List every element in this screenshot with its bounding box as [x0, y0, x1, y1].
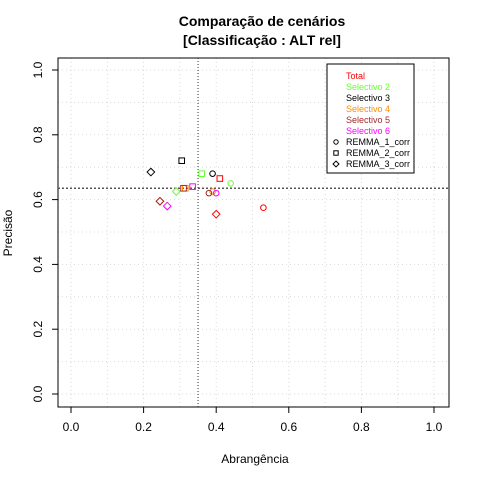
- x-tick-label: 1.0: [426, 420, 443, 434]
- legend-item-selectivo-2: Selectivo 2: [346, 82, 390, 92]
- point-total-square: [216, 175, 224, 182]
- point-total-circle: [260, 204, 267, 211]
- x-tick-label: 0.0: [63, 420, 80, 434]
- y-tick-label: 0.8: [31, 126, 45, 143]
- x-tick-label: 0.2: [135, 420, 152, 434]
- legend-item-selectivo-6: Selectivo 6: [346, 126, 390, 136]
- point-selectivo-6-diamond: [162, 201, 172, 211]
- legend-item-total: Total: [346, 71, 365, 81]
- data-points: [146, 157, 267, 219]
- point-selectivo-3-square: [178, 157, 186, 165]
- point-selectivo-2-square: [198, 170, 205, 177]
- x-tick-label: 0.6: [280, 420, 297, 434]
- point-total-diamond: [211, 209, 221, 219]
- point-selectivo-3-circle: [209, 170, 216, 177]
- legend-diamond-icon: [332, 160, 340, 168]
- point-selectivo-3-diamond: [146, 167, 156, 177]
- point-selectivo-2-diamond: [171, 187, 181, 196]
- y-tick-label: 0.2: [31, 321, 45, 338]
- chart-title: Comparação de cenários: [179, 13, 346, 29]
- y-tick-label: 0.6: [31, 191, 45, 208]
- legend-item-selectivo-4: Selectivo 4: [346, 104, 390, 114]
- y-axis-label: Precisão: [1, 209, 15, 256]
- point-selectivo-6-square: [189, 183, 196, 190]
- point-selectivo-6-circle: [212, 189, 220, 197]
- y-tick-label: 0.4: [31, 256, 45, 273]
- point-selectivo-5-square: [180, 184, 187, 192]
- point-selectivo-5-circle: [205, 189, 213, 197]
- chart-subtitle: [Classificação : ALT rel]: [183, 32, 341, 48]
- legend-circle-icon: [333, 139, 339, 145]
- point-selectivo-5-diamond: [155, 196, 165, 206]
- x-axis-label: Abrangência: [221, 452, 289, 466]
- legend-item-remma-1-corr: REMMA_1_corr: [346, 137, 410, 147]
- point-selectivo-4-diamond: [155, 196, 165, 206]
- legend-item-remma-2-corr: REMMA_2_corr: [346, 148, 410, 158]
- point-selectivo-4-circle: [209, 188, 216, 195]
- legend-square-icon: [333, 150, 339, 156]
- x-tick-label: 0.4: [208, 420, 225, 434]
- legend-item-remma-3-corr: REMMA_3_corr: [346, 159, 410, 169]
- legend-item-selectivo-3: Selectivo 3: [346, 93, 390, 103]
- x-tick-label: 0.8: [353, 420, 370, 434]
- point-selectivo-2-circle: [227, 180, 235, 187]
- y-tick-label: 1.0: [31, 61, 45, 78]
- legend-box: [326, 63, 415, 174]
- y-tick-label: 0.0: [31, 385, 45, 402]
- axes: 0.0 0.2 0.4 0.6 0.8 1.0 0.0 0.2 0.4 0.6 0.8 1.0: [31, 57, 450, 434]
- plot-frame: [57, 57, 450, 408]
- legend-item-selectivo-5: Selectivo 5: [346, 115, 390, 125]
